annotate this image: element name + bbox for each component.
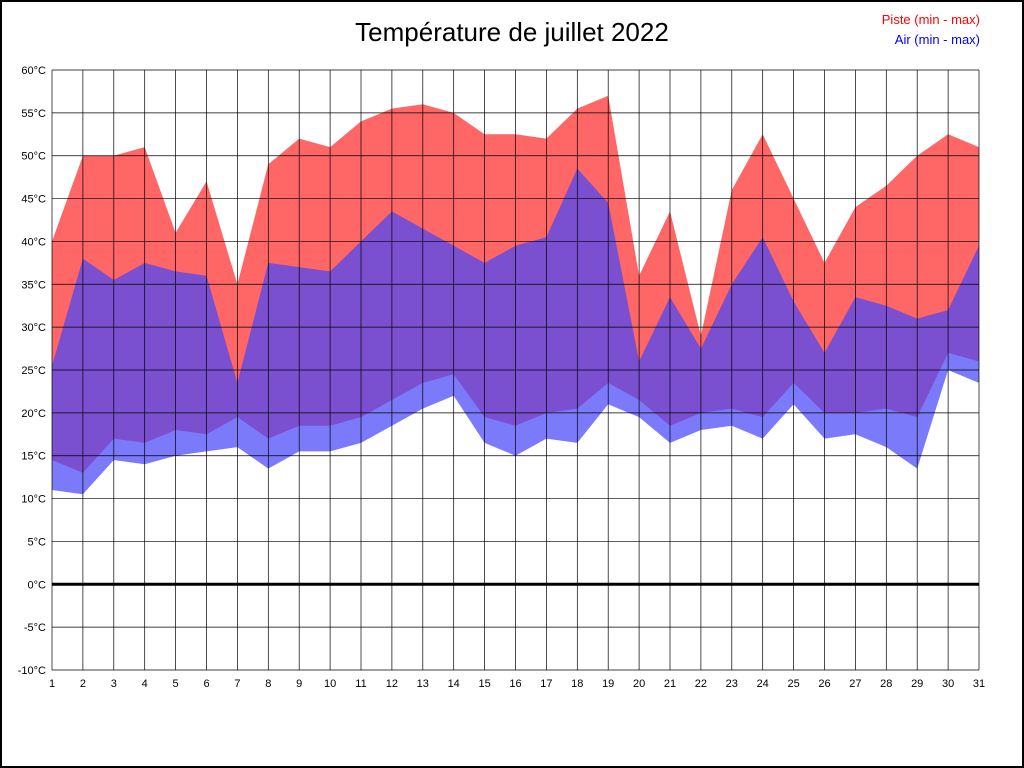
y-tick-label: 30°C	[21, 322, 46, 334]
y-tick-label: 60°C	[21, 65, 46, 77]
x-tick-label: 23	[726, 678, 738, 690]
y-tick-label: -5°C	[24, 622, 46, 634]
x-tick-label: 31	[973, 678, 985, 690]
x-tick-label: 13	[417, 678, 429, 690]
y-tick-label: 45°C	[21, 194, 46, 206]
x-tick-label: 10	[324, 678, 336, 690]
x-tick-label: 20	[633, 678, 645, 690]
x-tick-label: 4	[142, 678, 148, 690]
x-tick-label: 22	[695, 678, 707, 690]
y-tick-label: 50°C	[21, 151, 46, 163]
x-tick-label: 8	[265, 678, 271, 690]
x-tick-label: 26	[818, 678, 830, 690]
y-tick-label: 5°C	[28, 536, 47, 548]
x-tick-label: 3	[111, 678, 117, 690]
x-tick-label: 17	[540, 678, 552, 690]
x-tick-label: 11	[355, 678, 366, 690]
x-tick-label: 18	[571, 678, 583, 690]
x-tick-label: 30	[942, 678, 954, 690]
x-tick-label: 7	[234, 678, 240, 690]
x-tick-label: 14	[448, 678, 460, 690]
x-tick-label: 12	[386, 678, 398, 690]
x-tick-label: 16	[509, 678, 521, 690]
y-tick-label: 15°C	[21, 451, 46, 463]
x-tick-label: 27	[849, 678, 861, 690]
x-tick-label: 25	[787, 678, 799, 690]
x-tick-label: 28	[880, 678, 892, 690]
y-tick-label: 25°C	[21, 365, 46, 377]
y-tick-label: 20°C	[21, 408, 46, 420]
y-tick-label: 35°C	[21, 279, 46, 291]
x-tick-label: 24	[757, 678, 769, 690]
x-tick-label: 21	[664, 678, 676, 690]
x-tick-label: 15	[478, 678, 490, 690]
y-tick-label: 40°C	[21, 236, 46, 248]
y-tick-label: -10°C	[18, 665, 46, 677]
y-tick-label: 55°C	[21, 108, 46, 120]
x-tick-label: 29	[911, 678, 923, 690]
x-tick-label: 1	[49, 678, 55, 690]
y-tick-label: 0°C	[28, 579, 47, 591]
x-tick-label: 9	[296, 678, 302, 690]
x-tick-label: 5	[173, 678, 179, 690]
x-tick-label: 19	[602, 678, 614, 690]
x-tick-label: 6	[203, 678, 209, 690]
x-tick-label: 2	[80, 678, 86, 690]
y-tick-label: 10°C	[21, 494, 46, 506]
